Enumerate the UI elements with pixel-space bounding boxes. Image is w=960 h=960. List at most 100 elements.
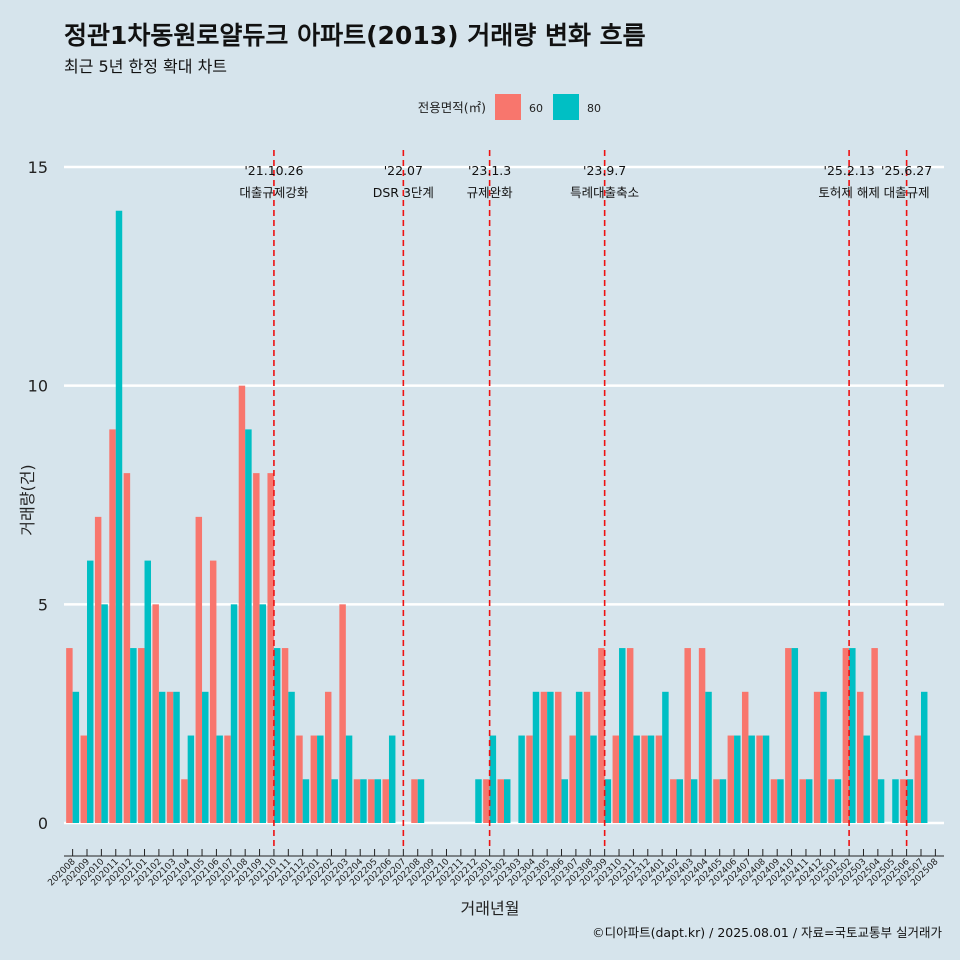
bar-80-202212 [475, 779, 482, 823]
bar-60-202501 [828, 779, 835, 823]
bar-80-202204 [360, 779, 367, 823]
bar-60-202306 [555, 691, 562, 823]
bar-80-202302 [504, 779, 511, 823]
event-label-1: DSR 3단계 [373, 185, 434, 200]
event-label-3: 특례대출축소 [570, 185, 639, 200]
bar-80-202305 [547, 691, 554, 823]
bar-60-202201 [310, 735, 318, 823]
chart-subtitle: 최근 5년 한정 확대 차트 [64, 57, 228, 76]
bar-80-202010 [101, 604, 108, 823]
bar-80-202310 [619, 648, 626, 823]
bars [66, 210, 928, 823]
bar-80-202311 [633, 735, 640, 823]
legend: 전용면적(㎡) 60 80 [418, 94, 601, 120]
bar-60-202202 [324, 691, 332, 823]
legend-swatch-60 [495, 94, 521, 120]
y-tick-label-5: 5 [38, 595, 48, 614]
bar-60-202410 [785, 648, 792, 823]
y-axis-title: 거래량(건) [18, 464, 37, 535]
bar-80-202405 [719, 779, 727, 823]
bar-60-202408 [756, 735, 763, 823]
bar-80-202301 [489, 735, 497, 823]
legend-label-80: 80 [587, 102, 601, 115]
x-axis: 2020082020092020102020112020122021012021… [46, 849, 944, 888]
bar-60-202305 [540, 691, 548, 823]
y-tick-label-10: 10 [28, 377, 48, 396]
bar-80-202506 [906, 779, 914, 823]
bar-60-202302 [497, 779, 504, 823]
bar-60-202012 [123, 473, 131, 823]
legend-label-60: 60 [529, 102, 543, 115]
bar-60-202310 [612, 735, 620, 823]
bar-80-202104 [187, 735, 195, 823]
bar-80-202408 [762, 735, 770, 823]
bar-80-202402 [676, 779, 684, 823]
event-label-5: 대출규제 [884, 185, 930, 200]
bar-60-202401 [655, 735, 663, 823]
bar-60-202412 [813, 691, 821, 823]
bar-80-202412 [820, 691, 827, 823]
bar-80-202105 [202, 691, 209, 823]
bar-80-202401 [662, 691, 669, 823]
bar-60-202301 [483, 779, 490, 823]
bar-80-202505 [892, 779, 899, 823]
bar-60-202009 [80, 735, 88, 823]
event-annotations: '21.10.26 대출규제강화 '22.07 DSR 3단계 '23.1.3 규제완화 '… [239, 150, 932, 850]
event-date-5: '25.6.27 [881, 163, 932, 178]
bar-80-202012 [130, 648, 137, 823]
bar-60-202208 [411, 779, 418, 823]
bar-80-202108 [245, 429, 252, 823]
bar-60-202109 [253, 473, 260, 823]
bar-60-202008 [66, 648, 73, 823]
bar-80-202106 [216, 735, 223, 823]
bar-80-202101 [144, 560, 151, 823]
bar-60-202507 [914, 735, 921, 823]
y-tick-label-0: 0 [38, 814, 48, 833]
bar-80-202208 [417, 779, 425, 823]
bar-60-202105 [195, 516, 203, 823]
event-label-2: 규제완화 [467, 185, 514, 200]
bar-80-202507 [920, 691, 928, 823]
bar-80-202103 [173, 691, 180, 823]
bar-60-202107 [224, 735, 231, 823]
bar-60-202011 [109, 429, 116, 823]
event-date-0: '21.10.26 [244, 163, 303, 178]
bar-60-202504 [871, 648, 878, 823]
legend-title: 전용면적(㎡) [418, 100, 486, 115]
bar-60-202312 [641, 735, 648, 823]
bar-60-202406 [727, 735, 735, 823]
event-label-4: 토허제 해제 [818, 185, 879, 200]
event-date-2: '23.1.3 [468, 163, 511, 178]
bar-60-202405 [713, 779, 720, 823]
event-date-4: '25.2.13 [824, 163, 875, 178]
bar-80-202011 [115, 210, 123, 823]
bar-80-202306 [561, 779, 568, 823]
bar-80-202009 [87, 560, 94, 823]
bar-80-202411 [805, 779, 813, 823]
bar-60-202402 [670, 779, 677, 823]
y-tick-label-15: 15 [28, 158, 48, 177]
bar-60-202205 [368, 779, 375, 823]
bar-80-202501 [834, 779, 842, 823]
bar-80-202112 [302, 779, 310, 823]
bar-60-202506 [900, 779, 907, 823]
bar-80-202309 [604, 779, 612, 823]
bar-60-202503 [857, 691, 864, 823]
bar-60-202204 [353, 779, 361, 823]
bar-60-202403 [684, 648, 691, 823]
legend-swatch-80 [553, 94, 579, 120]
bar-80-202503 [863, 735, 870, 823]
bar-60-202407 [741, 691, 749, 823]
bar-60-202111 [281, 648, 289, 823]
bar-60-202110 [267, 473, 274, 823]
y-axis-ticks: 0 5 10 15 [28, 158, 48, 833]
bar-60-202409 [770, 779, 778, 823]
chart-title: 정관1차동원로얄듀크 아파트(2013) 거래량 변화 흐름 [64, 21, 646, 50]
bar-80-202201 [317, 735, 324, 823]
event-label-0: 대출규제강화 [239, 185, 309, 200]
bar-80-202406 [734, 735, 741, 823]
bar-60-202308 [583, 691, 591, 823]
bar-60-202104 [181, 779, 188, 823]
bar-60-202112 [296, 735, 303, 823]
bar-80-202206 [388, 735, 396, 823]
